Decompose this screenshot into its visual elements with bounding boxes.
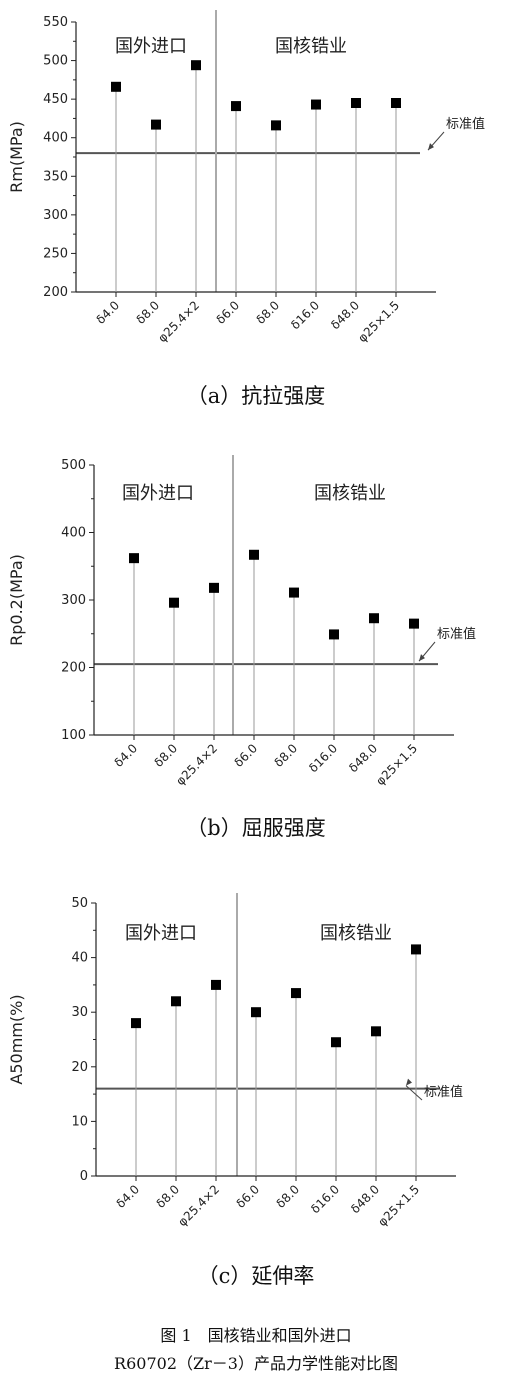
group-label: 国外进口 xyxy=(115,36,187,57)
x-tick-label: δ4.0 xyxy=(114,1182,143,1211)
standard-value-arrowhead xyxy=(428,143,434,151)
data-point xyxy=(209,582,219,593)
standard-value-label: 标准值 xyxy=(437,626,476,642)
data-point xyxy=(169,597,179,608)
group-label: 国核锆业 xyxy=(320,923,392,944)
x-tick-label: δ4.0 xyxy=(112,741,141,770)
x-tick-label: δ48.0 xyxy=(348,1182,382,1216)
data-point xyxy=(249,549,259,560)
group-label: 国外进口 xyxy=(125,923,197,944)
y-tick-label: 450 xyxy=(43,92,68,107)
data-point xyxy=(211,979,221,990)
standard-value-arrowhead xyxy=(406,1078,412,1086)
data-point xyxy=(291,988,301,999)
y-tick-label: 200 xyxy=(43,285,68,300)
y-tick-label: 0 xyxy=(80,1169,88,1184)
standard-value-arrowhead xyxy=(419,654,425,662)
standard-value-arrow xyxy=(405,1085,423,1101)
y-tick-label: 250 xyxy=(43,246,68,261)
data-point xyxy=(331,1037,341,1048)
data-point xyxy=(369,613,379,624)
y-tick-label: 300 xyxy=(43,208,68,223)
y-tick-label: 20 xyxy=(71,1060,88,1075)
y-tick-label: 50 xyxy=(71,896,88,911)
figure-caption-line2: R60702（Zr－3）产品力学性能对比图 xyxy=(114,1354,398,1373)
group-label: 国外进口 xyxy=(122,483,194,504)
y-axis-label: Rm(MPa) xyxy=(7,121,26,193)
data-point xyxy=(129,553,139,564)
data-point xyxy=(351,98,361,108)
standard-value-label: 标准值 xyxy=(446,116,485,132)
x-tick-label: δ8.0 xyxy=(254,298,283,327)
y-tick-label: 200 xyxy=(61,661,86,676)
y-tick-label: 10 xyxy=(71,1114,88,1129)
x-tick-label: δ8.0 xyxy=(134,298,163,327)
y-tick-label: 500 xyxy=(61,458,86,473)
data-point xyxy=(271,120,281,131)
x-tick-label: δ16.0 xyxy=(288,298,322,332)
y-axis-label: A50mm(%) xyxy=(7,994,26,1084)
y-tick-label: 350 xyxy=(43,169,68,184)
x-tick-label: φ25.4×2 xyxy=(155,298,202,345)
y-tick-label: 400 xyxy=(61,526,86,541)
x-tick-label: δ16.0 xyxy=(308,1182,342,1216)
y-tick-label: 300 xyxy=(61,593,86,608)
y-tick-label: 400 xyxy=(43,131,68,146)
panel-caption: （a）抗拉强度 xyxy=(187,384,326,408)
x-tick-label: δ8.0 xyxy=(274,1182,303,1211)
data-point xyxy=(329,629,339,640)
data-point xyxy=(171,996,181,1007)
x-tick-label: δ48.0 xyxy=(328,298,362,332)
y-tick-label: 100 xyxy=(61,728,86,743)
standard-value-label: 标准值 xyxy=(424,1084,463,1100)
data-point xyxy=(251,1007,261,1018)
y-axis-label: Rp0.2(MPa) xyxy=(7,554,26,646)
y-tick-label: 30 xyxy=(71,1005,88,1020)
data-point xyxy=(191,60,201,71)
data-point xyxy=(391,98,401,108)
x-tick-label: δ4.0 xyxy=(94,298,123,327)
x-tick-label: φ25.4×2 xyxy=(175,1182,222,1229)
x-tick-label: δ48.0 xyxy=(346,741,380,775)
data-point xyxy=(289,587,299,598)
x-tick-label: δ8.0 xyxy=(152,741,181,770)
panel-caption: （b）屈服强度 xyxy=(186,816,325,840)
x-tick-label: δ6.0 xyxy=(234,1182,263,1211)
y-tick-label: 40 xyxy=(71,951,88,966)
x-tick-label: δ8.0 xyxy=(154,1182,183,1211)
x-tick-label: δ8.0 xyxy=(272,741,301,770)
data-point xyxy=(311,99,321,110)
group-label: 国核锆业 xyxy=(275,36,347,57)
data-point xyxy=(151,119,161,130)
data-point xyxy=(409,618,419,629)
data-point xyxy=(411,944,421,955)
figure-caption: 图 1 国核锆业和国外进口 R60702（Zr－3）产品力学性能对比图 xyxy=(0,1322,512,1378)
x-tick-label: δ16.0 xyxy=(306,741,340,775)
y-tick-label: 550 xyxy=(43,15,68,30)
group-label: 国核锆业 xyxy=(314,483,386,504)
data-point xyxy=(111,81,121,92)
x-tick-label: φ25×1.5 xyxy=(375,1182,422,1229)
panel-caption: （c）延伸率 xyxy=(198,1264,315,1288)
data-point xyxy=(131,1018,141,1029)
figure-caption-line1: 图 1 国核锆业和国外进口 xyxy=(160,1326,352,1345)
data-point xyxy=(371,1026,381,1037)
x-tick-label: φ25×1.5 xyxy=(373,741,420,788)
x-tick-label: δ6.0 xyxy=(214,298,243,327)
x-tick-label: φ25×1.5 xyxy=(355,298,402,345)
x-tick-label: φ25.4×2 xyxy=(173,741,220,788)
y-tick-label: 500 xyxy=(43,54,68,69)
data-point xyxy=(231,101,241,112)
x-tick-label: δ6.0 xyxy=(232,741,261,770)
